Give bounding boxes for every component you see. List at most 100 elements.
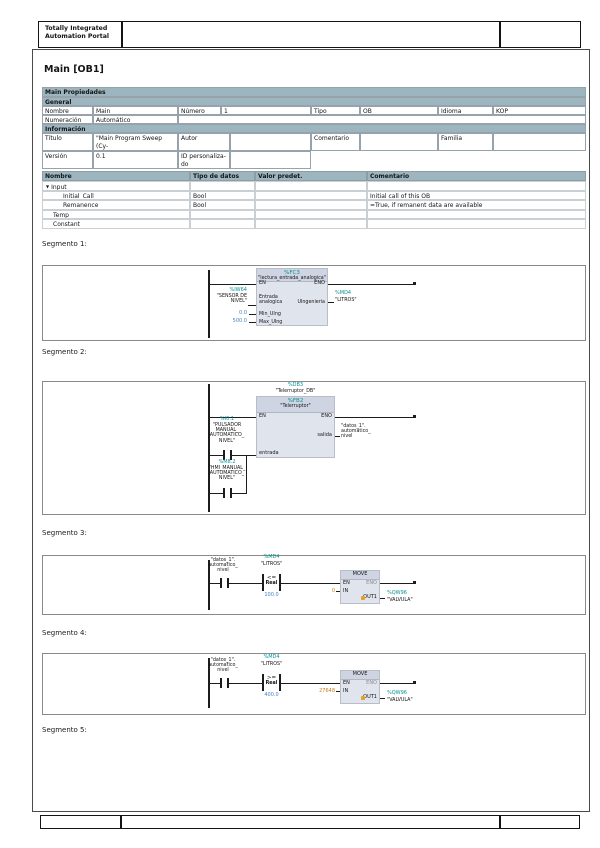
props-band-general: General bbox=[42, 97, 586, 106]
props-numeracion-label: Numeración bbox=[42, 115, 93, 124]
comparator-type: Real bbox=[265, 581, 278, 586]
props-familia-label: Familia bbox=[438, 133, 493, 151]
out1-enable-icon bbox=[361, 696, 365, 700]
operand-address: %QW96 bbox=[387, 590, 407, 596]
comparator-operator: >= bbox=[266, 675, 277, 681]
props-comentario-label: Comentario bbox=[311, 133, 360, 151]
pin-en: EN bbox=[343, 580, 350, 586]
constant-value: 0 bbox=[331, 588, 335, 594]
pin-max-uing: Max_UIng bbox=[259, 320, 283, 325]
db-address: %DB3 bbox=[287, 382, 304, 388]
fc-block: %FC3 "lectura_entrada_analogica" bbox=[256, 268, 328, 326]
operand-address: %QW96 bbox=[387, 690, 407, 696]
vars-row-type bbox=[190, 181, 255, 191]
move-block-header: MOVE bbox=[341, 571, 379, 580]
vars-row-comment bbox=[367, 219, 586, 229]
pin-entrada-analogica: Entrada analogica bbox=[259, 295, 283, 306]
move-block-header: MOVE bbox=[341, 671, 379, 680]
operand-name: "LITROS" bbox=[260, 562, 283, 567]
pin-eno: ENO bbox=[366, 580, 377, 586]
operand-stub bbox=[336, 591, 340, 592]
contact bbox=[220, 578, 229, 588]
operand-address: %MD4 bbox=[263, 554, 280, 560]
operand-stub bbox=[336, 691, 340, 692]
vars-header-tipo: Tipo de datos bbox=[190, 171, 255, 181]
pin-eno: ENO bbox=[321, 413, 332, 419]
vars-row-type bbox=[190, 219, 255, 229]
operand-name: "LITROS" bbox=[260, 662, 283, 667]
operand-stub bbox=[380, 598, 385, 599]
pin-in: IN bbox=[343, 588, 349, 594]
wire bbox=[208, 284, 256, 285]
block-name: MOVE bbox=[352, 671, 368, 677]
pin-uingenieria: UIngenieria bbox=[297, 300, 325, 305]
segment-4-box bbox=[42, 653, 586, 715]
props-version-value: 0.1 bbox=[93, 151, 178, 169]
contact bbox=[223, 450, 232, 460]
move-block: MOVE bbox=[340, 570, 380, 604]
vars-row-name: Constant bbox=[42, 219, 190, 229]
comparator-operator: <= bbox=[266, 575, 277, 581]
brand-text: Totally Integrated Automation Portal bbox=[45, 25, 110, 40]
vars-row-value bbox=[255, 200, 367, 210]
vars-header-valor: Valor predet. bbox=[255, 171, 367, 181]
wire bbox=[232, 455, 256, 456]
vars-row-value bbox=[255, 181, 367, 191]
wire bbox=[328, 284, 413, 285]
props-id-label: ID personaliza- do bbox=[178, 151, 230, 169]
props-band-info: Información bbox=[42, 124, 586, 133]
vars-row-name: Initial_Call bbox=[42, 191, 190, 200]
operand-name: "datos_1". automatico_ nivel bbox=[208, 558, 238, 574]
operand-address: %I0.1 bbox=[219, 416, 235, 422]
wire bbox=[208, 455, 223, 456]
props-nombre-label: Nombre bbox=[42, 106, 93, 115]
operand-stub bbox=[380, 698, 385, 699]
props-numeracion-empty bbox=[178, 115, 586, 124]
power-rail bbox=[208, 560, 210, 610]
vars-row-value bbox=[255, 210, 367, 219]
operand-name: "VALVULA" bbox=[387, 598, 413, 603]
operand-address: %MD4 bbox=[263, 654, 280, 660]
props-band-main: Main Propiedades bbox=[42, 87, 586, 97]
props-titulo-value: "Main Program Sweep (Cy- cle)" bbox=[93, 133, 178, 151]
segment-3-box bbox=[42, 555, 586, 615]
constant-value: 0.0 bbox=[239, 310, 247, 316]
comparator: <= Real bbox=[262, 574, 281, 591]
operand-name: "VALVULA" bbox=[387, 698, 413, 703]
operand-name: "datos_1". automatico_ nivel bbox=[208, 658, 238, 674]
props-numeracion-value: Automático bbox=[93, 115, 178, 124]
wire bbox=[208, 583, 220, 584]
props-idioma-value: KOP bbox=[493, 106, 586, 115]
block-address: %FB2 bbox=[287, 398, 304, 404]
props-version-label: Versión bbox=[42, 151, 93, 169]
props-autor-value bbox=[230, 133, 311, 151]
vars-header-nombre: Nombre bbox=[42, 171, 190, 181]
wire bbox=[380, 683, 413, 684]
operand-name: "LITROS" bbox=[335, 298, 357, 303]
footer-center-box bbox=[121, 815, 500, 829]
comparator-type: Real bbox=[265, 681, 278, 686]
operand-stub bbox=[335, 436, 340, 437]
branch-wire bbox=[246, 455, 247, 493]
vars-row-type: Bool bbox=[190, 191, 255, 200]
vars-row-value bbox=[255, 219, 367, 229]
constant-value: 500.0 bbox=[232, 318, 247, 324]
pin-en: EN bbox=[259, 280, 266, 286]
block-name: "Telerruptor" bbox=[280, 404, 311, 409]
header-center-box bbox=[122, 21, 500, 48]
contact bbox=[220, 678, 229, 688]
vars-row-name: ▼ Input bbox=[42, 181, 190, 191]
page-title: Main [OB1] bbox=[44, 64, 104, 75]
vars-row-comment: =True, if remanent data are available bbox=[367, 200, 586, 210]
pin-eno: ENO bbox=[314, 280, 325, 286]
props-idioma-label: Idioma bbox=[438, 106, 493, 115]
fc-block-header: %FC3 "lectura_entrada_analogica" bbox=[257, 269, 327, 282]
wire bbox=[208, 493, 223, 494]
props-autor-label: Autor bbox=[178, 133, 230, 151]
wire-end-marker bbox=[413, 581, 416, 584]
segment-2-label: Segmento 2: bbox=[42, 348, 87, 356]
